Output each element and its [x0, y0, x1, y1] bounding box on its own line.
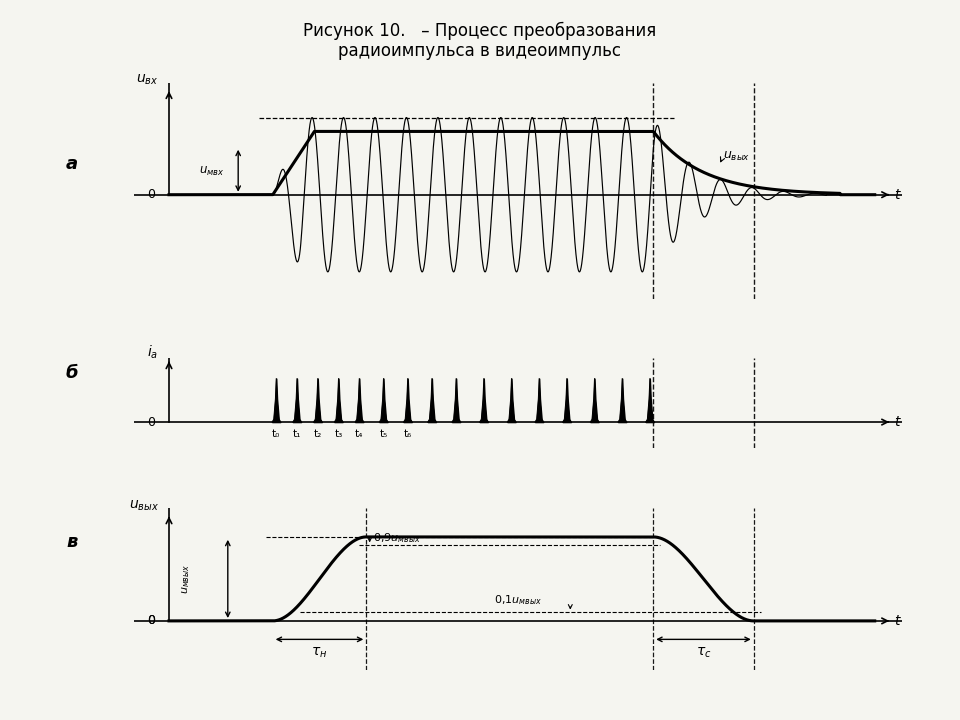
Text: t₁: t₁: [293, 429, 301, 439]
Text: $t$: $t$: [894, 188, 902, 202]
Text: $0{,}9u_{мвых}$: $0{,}9u_{мвых}$: [373, 531, 421, 545]
Text: t₆: t₆: [403, 429, 412, 439]
Text: а: а: [66, 156, 78, 174]
Text: t₃: t₃: [334, 429, 343, 439]
Text: $\tau_{н}$: $\tau_{н}$: [311, 646, 327, 660]
Text: t₂: t₂: [314, 429, 322, 439]
Text: $u_{вх}$: $u_{вх}$: [136, 72, 158, 86]
Text: $u_{вых}$: $u_{вых}$: [129, 499, 158, 513]
Text: $0$: $0$: [148, 188, 156, 201]
Text: радиоимпульса в видеоимпульс: радиоимпульса в видеоимпульс: [339, 42, 621, 60]
Text: $\tau_{с}$: $\tau_{с}$: [696, 646, 711, 660]
Text: $0$: $0$: [148, 614, 156, 627]
Text: $t$: $t$: [894, 415, 902, 429]
Text: $0$: $0$: [148, 415, 156, 428]
Text: t₅: t₅: [379, 429, 388, 439]
Text: $0{,}1u_{мвых}$: $0{,}1u_{мвых}$: [494, 593, 542, 607]
Text: $u_{вых}$: $u_{вых}$: [723, 150, 750, 163]
Text: Рисунок 10.   – Процесс преобразования: Рисунок 10. – Процесс преобразования: [303, 22, 657, 40]
Text: б: б: [65, 364, 79, 382]
Text: в: в: [66, 534, 78, 552]
Text: $u_{мвх}$: $u_{мвх}$: [199, 165, 225, 179]
Text: $0$: $0$: [148, 614, 156, 627]
Text: t₄: t₄: [355, 429, 364, 439]
Text: t₀: t₀: [272, 429, 280, 439]
Text: $t$: $t$: [894, 614, 902, 628]
Text: $u_{мвых}$: $u_{мвых}$: [180, 564, 192, 594]
Text: $i_{а}$: $i_{а}$: [148, 343, 158, 361]
